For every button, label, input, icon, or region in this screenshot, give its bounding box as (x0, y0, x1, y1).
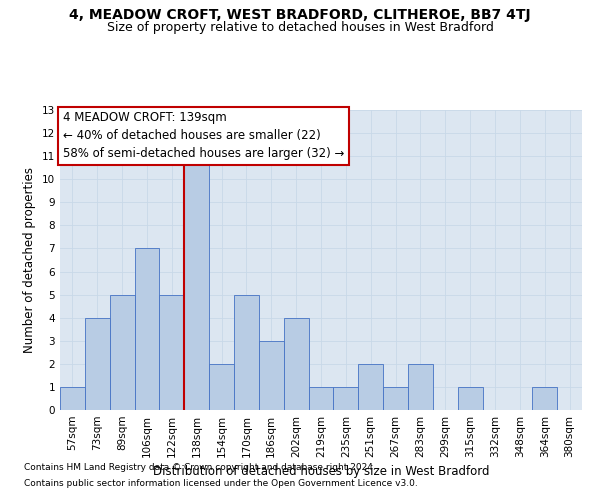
Bar (184, 156, 209, 410)
Bar (110, 294, 134, 410)
Text: Contains HM Land Registry data © Crown copyright and database right 2024.: Contains HM Land Registry data © Crown c… (24, 464, 376, 472)
Bar (358, 364, 383, 410)
Bar (134, 248, 160, 410)
Bar (234, 294, 259, 410)
Bar (259, 341, 284, 410)
Text: Contains public sector information licensed under the Open Government Licence v3: Contains public sector information licen… (24, 478, 418, 488)
Bar (160, 294, 184, 410)
X-axis label: Distribution of detached houses by size in West Bradford: Distribution of detached houses by size … (153, 466, 489, 478)
Bar (85, 318, 110, 410)
Bar (308, 387, 334, 410)
Bar (209, 364, 234, 410)
Bar (60, 387, 85, 410)
Bar (458, 387, 482, 410)
Y-axis label: Number of detached properties: Number of detached properties (23, 167, 37, 353)
Bar (408, 364, 433, 410)
Bar (383, 387, 408, 410)
Bar (532, 387, 557, 410)
Text: Size of property relative to detached houses in West Bradford: Size of property relative to detached ho… (107, 21, 493, 34)
Text: 4 MEADOW CROFT: 139sqm
← 40% of detached houses are smaller (22)
58% of semi-det: 4 MEADOW CROFT: 139sqm ← 40% of detached… (62, 112, 344, 160)
Bar (334, 387, 358, 410)
Bar (284, 318, 308, 410)
Text: 4, MEADOW CROFT, WEST BRADFORD, CLITHEROE, BB7 4TJ: 4, MEADOW CROFT, WEST BRADFORD, CLITHERO… (69, 8, 531, 22)
